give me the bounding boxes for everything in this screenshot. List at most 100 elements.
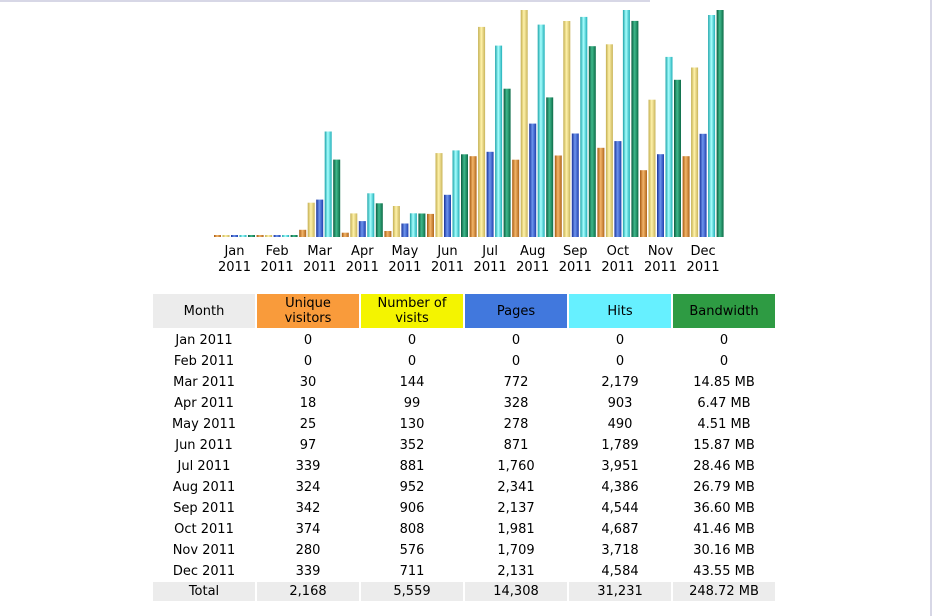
- x-tick-month: Sep: [563, 244, 588, 259]
- cell-month: Mar 2011: [173, 375, 235, 390]
- bar-bandwidth: [418, 213, 426, 237]
- bar-hits: [495, 45, 503, 237]
- cell-month: Oct 2011: [174, 522, 234, 537]
- bar-hits: [708, 15, 716, 237]
- bar-unique-visitors: [256, 235, 264, 237]
- cell-month: Sep 2011: [173, 501, 235, 516]
- cell-number-of-visits: 808: [399, 522, 425, 537]
- bar-number-of-visits: [520, 10, 528, 237]
- cell-number-of-visits: 881: [399, 459, 425, 474]
- table-row: Sep 2011 342 906 2,137 4,544 36.60 MB: [153, 498, 775, 519]
- bar-hits: [537, 24, 545, 237]
- bar-hits: [282, 235, 290, 237]
- table-total-row: Total 2,168 5,559 14,308 31,231 248.72 MB: [153, 582, 775, 601]
- cell-bandwidth: 0: [719, 354, 729, 369]
- x-tick-year: 2011: [516, 260, 549, 275]
- cell-number-of-visits: 906: [399, 501, 425, 516]
- x-tick-year: 2011: [388, 260, 421, 275]
- total-unique-visitors: 2,168: [257, 582, 359, 601]
- table-row: Mar 2011 30 144 772 2,179 14.85 MB: [153, 372, 775, 393]
- x-tick-month: Oct: [607, 244, 629, 259]
- total-month: Total: [153, 582, 255, 601]
- cell-pages: 2,137: [497, 501, 535, 516]
- cell-month: Feb 2011: [173, 354, 235, 369]
- bar-pages: [316, 199, 324, 237]
- cell-unique-visitors: 0: [303, 354, 313, 369]
- cell-month: Nov 2011: [172, 543, 236, 558]
- bar-bandwidth: [248, 235, 255, 237]
- bar-number-of-visits: [350, 213, 358, 237]
- cell-bandwidth: 0: [719, 333, 729, 348]
- x-tick-year: 2011: [346, 260, 379, 275]
- table-row: Dec 2011 339 711 2,131 4,584 43.55 MB: [153, 561, 775, 582]
- cell-pages: 871: [503, 438, 529, 453]
- bar-bandwidth: [716, 10, 724, 237]
- frame-right-border: [930, 0, 932, 616]
- bar-pages: [529, 123, 537, 237]
- bar-bandwidth: [375, 203, 383, 237]
- total-pages: 14,308: [465, 582, 567, 601]
- x-tick-year: 2011: [687, 260, 720, 275]
- frame-top-border: [0, 0, 650, 2]
- bar-pages: [699, 133, 707, 237]
- cell-number-of-visits: 144: [399, 375, 425, 390]
- bar-bandwidth: [290, 235, 298, 237]
- x-tick-year: 2011: [431, 260, 464, 275]
- cell-hits: 2,179: [601, 375, 639, 390]
- cell-bandwidth: 6.47 MB: [697, 396, 751, 411]
- cell-number-of-visits: 0: [407, 333, 417, 348]
- bar-unique-visitors: [384, 231, 392, 237]
- cell-unique-visitors: 97: [299, 438, 317, 453]
- bar-unique-visitors: [554, 155, 562, 237]
- bar-unique-visitors: [214, 235, 221, 237]
- cell-unique-visitors: 342: [295, 501, 321, 516]
- bar-hits: [452, 150, 460, 237]
- bar-pages: [273, 235, 281, 237]
- cell-month: Dec 2011: [172, 564, 236, 579]
- cell-pages: 2,341: [497, 480, 535, 495]
- cell-hits: 3,951: [601, 459, 639, 474]
- cell-pages: 1,760: [497, 459, 535, 474]
- bar-unique-visitors: [597, 147, 605, 237]
- cell-pages: 328: [503, 396, 529, 411]
- bar-hits: [409, 213, 417, 237]
- table-row: Feb 2011 0 0 0 0 0: [153, 351, 775, 372]
- cell-bandwidth: 43.55 MB: [693, 564, 755, 579]
- cell-unique-visitors: 30: [299, 375, 317, 390]
- header-number-of-visits: Number of visits: [361, 294, 463, 330]
- bar-pages: [657, 154, 664, 237]
- cell-number-of-visits: 711: [399, 564, 425, 579]
- bar-bandwidth: [546, 97, 554, 238]
- cell-month: Jun 2011: [175, 438, 233, 453]
- bar-pages: [486, 151, 494, 237]
- cell-unique-visitors: 18: [299, 396, 317, 411]
- bar-hits: [580, 16, 588, 238]
- bar-bandwidth: [674, 79, 681, 237]
- bar-number-of-visits: [478, 26, 486, 238]
- cell-hits: 1,789: [601, 438, 639, 453]
- cell-bandwidth: 30.16 MB: [693, 543, 755, 558]
- cell-pages: 1,981: [497, 522, 535, 537]
- cell-number-of-visits: 576: [399, 543, 425, 558]
- bar-number-of-visits: [265, 235, 273, 237]
- x-tick-month: Apr: [351, 244, 374, 259]
- x-tick-month: Feb: [266, 244, 289, 259]
- x-tick-month: Dec: [691, 244, 716, 259]
- cell-month: Apr 2011: [174, 396, 234, 411]
- bar-bandwidth: [503, 88, 511, 237]
- bar-unique-visitors: [427, 213, 434, 237]
- monthly-history-chart: Jan2011Feb2011Mar2011Apr2011May2011Jun20…: [214, 10, 724, 275]
- bar-hits: [324, 131, 332, 237]
- table-row: Jul 2011 339 881 1,760 3,951 28.46 MB: [153, 456, 775, 477]
- x-tick-month: Nov: [648, 244, 674, 259]
- cell-hits: 490: [607, 417, 633, 432]
- cell-pages: 0: [511, 354, 521, 369]
- cell-unique-visitors: 324: [295, 480, 321, 495]
- monthly-stats-table: Month Unique visitors Number of visits P…: [151, 294, 777, 601]
- cell-pages: 2,131: [497, 564, 535, 579]
- cell-unique-visitors: 374: [295, 522, 321, 537]
- cell-bandwidth: 36.60 MB: [693, 501, 755, 516]
- cell-pages: 0: [511, 333, 521, 348]
- cell-hits: 3,718: [601, 543, 639, 558]
- cell-unique-visitors: 339: [295, 564, 321, 579]
